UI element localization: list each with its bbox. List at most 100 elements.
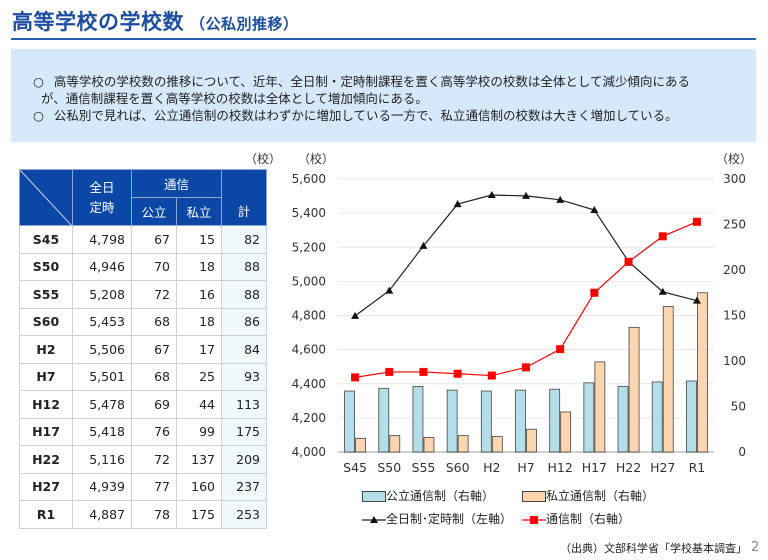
table-row: S60 5,453 68 18 86 (19, 307, 267, 336)
x-axis-tick-label: S50 (377, 460, 401, 475)
private-cell: 18 (176, 307, 222, 336)
point-fulltime (658, 287, 667, 295)
private-cell: 16 (176, 280, 222, 309)
point-fulltime (692, 296, 701, 304)
private-cell: 160 (176, 472, 222, 501)
legend-swatch-private-icon (522, 491, 546, 502)
table-row: H17 5,418 76 99 175 (19, 417, 267, 446)
table-unit-label: （校） (245, 152, 282, 166)
bar-private (697, 292, 708, 453)
public-cell: 76 (131, 417, 177, 446)
public-cell: 70 (131, 252, 177, 281)
x-axis-tick-label: H7 (517, 460, 534, 475)
point-correspondence (692, 217, 701, 226)
right-axis-tick-label: 0 (738, 445, 746, 459)
left-axis-tick-label: 5,400 (292, 206, 326, 220)
bar-public (480, 390, 492, 453)
bar-public (446, 389, 458, 453)
public-cell: 78 (131, 500, 177, 529)
right-axis-tick-label: 250 (723, 218, 746, 232)
total-cell: 84 (221, 335, 267, 364)
total-cell: 93 (221, 362, 267, 391)
legend-item-private: 私立通信制（右軸） (522, 487, 654, 504)
fulltime-cell: 4,887 (72, 500, 132, 529)
right-axis-tick-label: 50 (731, 400, 746, 414)
point-correspondence (385, 367, 394, 376)
x-axis-tick-label: H27 (650, 460, 675, 475)
x-axis-tick-label: S45 (343, 460, 367, 475)
x-axis-tick-label: H2 (483, 460, 500, 475)
era-cell: H17 (19, 417, 73, 446)
fulltime-cell: 5,116 (72, 445, 132, 474)
bar-private (457, 435, 469, 453)
bar-private (662, 305, 674, 453)
table-row: S45 4,798 67 15 82 (19, 225, 267, 254)
bar-private (389, 435, 401, 453)
right-axis-tick-label: 100 (723, 354, 746, 368)
table-row: H2 5,506 67 17 84 (19, 335, 267, 364)
fulltime-cell: 5,418 (72, 417, 132, 446)
bar-private (423, 437, 435, 453)
legend-swatch-public-icon (362, 491, 386, 502)
fulltime-cell: 5,478 (72, 390, 132, 419)
fulltime-cell: 4,946 (72, 252, 132, 281)
left-axis-tick-label: 4,000 (292, 445, 326, 459)
bullet-icon: ○ (33, 108, 44, 123)
era-cell: S60 (19, 307, 73, 336)
x-axis-tick-label: H17 (582, 460, 607, 475)
page-number: 2 (751, 540, 760, 555)
source-citation: （出典）文部科学省「学校基本調査」 (560, 542, 747, 555)
bar-public (686, 380, 697, 453)
corner-header-cell (19, 169, 73, 226)
point-fulltime (385, 286, 394, 294)
bar-public (651, 381, 663, 453)
right-axis-unit: （校） (716, 151, 752, 166)
summary-line-3: ○ 公私別で見れば、公立通信制の校数はわずかに増加している一方で、私立通信制の校数… (33, 108, 678, 123)
point-fulltime (556, 195, 565, 203)
point-fulltime (590, 206, 599, 214)
bar-private (355, 437, 366, 453)
title-subtitle: （公私別推移） (190, 15, 299, 33)
public-cell: 72 (131, 280, 177, 309)
point-fulltime (487, 191, 496, 199)
point-correspondence (590, 288, 599, 297)
left-axis-tick-label: 4,200 (292, 411, 326, 425)
bar-public (412, 386, 424, 453)
point-correspondence (556, 345, 565, 354)
bar-public (344, 390, 355, 453)
page-title: 高等学校の学校数 （公私別推移） (12, 6, 299, 36)
point-correspondence (522, 363, 530, 372)
era-cell: H27 (19, 472, 73, 501)
table-row: S50 4,946 70 18 88 (19, 252, 267, 281)
right-axis-tick-label: 200 (723, 263, 746, 277)
point-correspondence (658, 232, 667, 241)
fulltime-cell: 4,939 (72, 472, 132, 501)
point-fulltime (522, 191, 530, 199)
public-cell: 67 (131, 225, 177, 254)
right-axis-tick-label: 150 (723, 309, 746, 323)
private-cell: 99 (176, 417, 222, 446)
x-axis-tick-label: H22 (616, 460, 641, 475)
total-cell: 82 (221, 225, 267, 254)
point-correspondence (487, 371, 496, 380)
point-fulltime (351, 311, 360, 319)
table-row: R1 4,887 78 175 253 (19, 500, 267, 529)
era-cell: H7 (19, 362, 73, 391)
public-cell: 77 (131, 472, 177, 501)
era-cell: H2 (19, 335, 73, 364)
summary-box: ○ 高等学校の学校数の推移について、近年、全日制・定時制課程を置く高等学校の校数は… (11, 49, 756, 142)
bullet-icon: ○ (33, 74, 44, 89)
legend-item-correspondence: 通信制（右軸） (522, 510, 630, 527)
x-axis-tick-label: S60 (446, 460, 470, 475)
point-correspondence (419, 367, 428, 376)
point-correspondence (351, 373, 360, 382)
left-axis-tick-label: 4,800 (292, 309, 326, 323)
private-cell: 44 (176, 390, 222, 419)
title-main: 高等学校の学校数 (12, 10, 184, 34)
summary-line-2: が、通信制課程を置く高等学校の校数は全体として増加傾向にある。 (41, 91, 428, 106)
line-correspondence (354, 221, 698, 378)
total-cell: 209 (221, 445, 267, 474)
bar-private (491, 436, 503, 453)
point-correspondence (453, 369, 462, 378)
